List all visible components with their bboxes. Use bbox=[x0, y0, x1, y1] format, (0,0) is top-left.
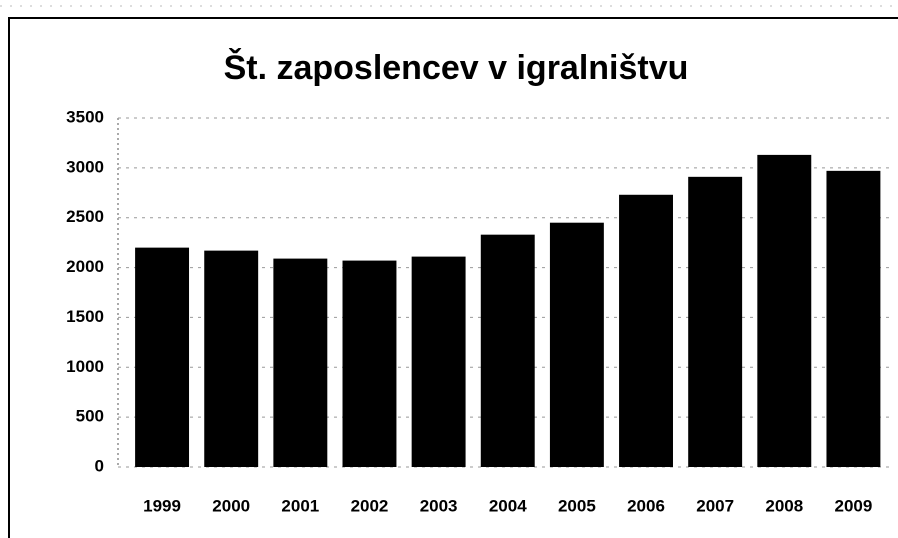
chart-frame bbox=[8, 17, 898, 538]
bar bbox=[135, 247, 190, 467]
bar bbox=[273, 258, 328, 467]
y-tick-label: 1000 bbox=[66, 357, 104, 376]
x-tick-label: 2000 bbox=[212, 496, 250, 515]
bar bbox=[204, 250, 259, 467]
bar bbox=[757, 154, 812, 467]
y-tick-label: 0 bbox=[95, 456, 104, 475]
y-tick-label: 2000 bbox=[66, 257, 104, 276]
x-tick-label: 2008 bbox=[765, 496, 803, 515]
x-tick-label: 2004 bbox=[489, 496, 527, 515]
y-tick-label: 2500 bbox=[66, 207, 104, 226]
y-tick-label: 3500 bbox=[66, 107, 104, 126]
x-tick-label: 1999 bbox=[143, 496, 181, 515]
bar bbox=[826, 170, 881, 467]
y-tick-label: 500 bbox=[76, 407, 104, 426]
bar bbox=[411, 256, 466, 467]
bar bbox=[619, 194, 673, 467]
bar bbox=[688, 176, 743, 467]
x-tick-label: 2007 bbox=[696, 496, 734, 515]
x-tick-label: 2006 bbox=[627, 496, 665, 515]
x-tick-label: 2005 bbox=[558, 496, 596, 515]
x-tick-label: 2002 bbox=[351, 496, 389, 515]
x-tick-label: 2003 bbox=[420, 496, 458, 515]
bar bbox=[549, 222, 604, 467]
y-tick-label: 1500 bbox=[66, 307, 104, 326]
y-tick-label: 3000 bbox=[66, 157, 104, 176]
x-tick-label: 2001 bbox=[281, 496, 319, 515]
bar bbox=[480, 234, 535, 467]
bar bbox=[342, 260, 397, 467]
chart-title: Št. zaposlencev v igralništvu bbox=[224, 48, 689, 87]
x-tick-label: 2009 bbox=[835, 496, 873, 515]
